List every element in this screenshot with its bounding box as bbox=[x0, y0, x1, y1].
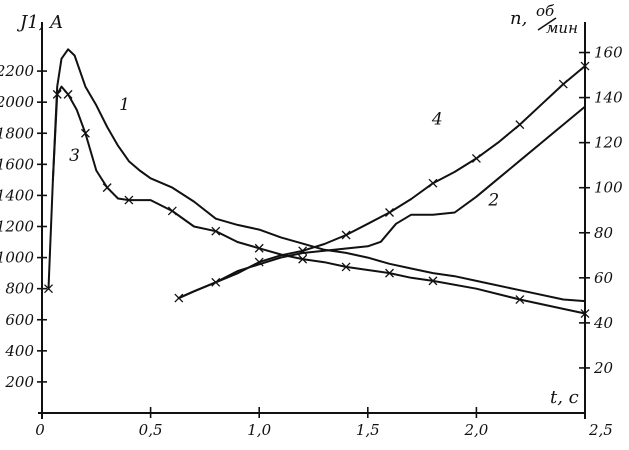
y-right-tick-label: 80 bbox=[594, 224, 614, 242]
series-2-line bbox=[177, 105, 586, 300]
series-3-marker bbox=[385, 268, 394, 278]
series-3-marker bbox=[515, 295, 525, 305]
y-left-tick-label: 1200 bbox=[0, 218, 34, 236]
series-4-line bbox=[177, 65, 586, 300]
y-right-tick-label: 120 bbox=[594, 134, 623, 152]
series-group bbox=[44, 48, 590, 318]
series-3-marker bbox=[428, 276, 438, 286]
x-tick-label: 0,5 bbox=[139, 421, 163, 439]
x-tick-label: 0 bbox=[35, 421, 45, 439]
series-4-marker bbox=[385, 208, 394, 217]
y-left-tick-label: 800 bbox=[5, 280, 34, 298]
series-3-marker bbox=[580, 309, 590, 318]
x-tick-label: 1,5 bbox=[356, 421, 380, 439]
y-left-tick-label: 1800 bbox=[0, 124, 34, 142]
series-3-marker bbox=[341, 262, 351, 272]
y-axis-right-unit-slash bbox=[537, 17, 557, 31]
x-tick-label: 2,5 bbox=[588, 421, 613, 439]
curve-label-2: 2 bbox=[487, 191, 499, 211]
x-tick-label: 1,0 bbox=[247, 421, 271, 439]
series-4-marker bbox=[341, 230, 351, 240]
curve-label-1: 1 bbox=[119, 95, 130, 115]
y-right-tick-label: 160 bbox=[594, 44, 623, 62]
y-left-tick-label: 1400 bbox=[0, 186, 34, 204]
series-4-marker bbox=[428, 178, 438, 188]
y-left-tick-label: 600 bbox=[5, 311, 34, 329]
series-3-marker bbox=[80, 128, 90, 138]
series-4-marker bbox=[580, 61, 590, 71]
y-right-tick-label: 100 bbox=[594, 179, 623, 197]
x-tick-label: 2,0 bbox=[463, 421, 488, 439]
y-right-tick-label: 40 bbox=[593, 314, 614, 332]
series-3-marker bbox=[52, 89, 62, 99]
y-axis-right-unit-denominator: мин bbox=[546, 19, 578, 37]
series-3-marker bbox=[63, 89, 73, 99]
series-3-marker bbox=[298, 254, 308, 264]
y-right-tick-label: 140 bbox=[594, 89, 623, 107]
series-3-marker bbox=[102, 183, 112, 193]
axes bbox=[38, 22, 586, 419]
series-3-marker bbox=[124, 195, 134, 205]
y-right-tick-label: 60 bbox=[594, 269, 614, 287]
ticks: 0 0,5 1,0 1,5 2,0 2,5 200 400 600 800 1000 1200 1400… bbox=[0, 44, 623, 439]
y-left-tick-label: 400 bbox=[4, 342, 34, 360]
y-axis-left-title: J1, A bbox=[16, 12, 63, 33]
curve-label-4: 4 bbox=[431, 110, 443, 130]
y-left-tick-label: 1600 bbox=[0, 155, 34, 173]
curve-label-3: 3 bbox=[69, 146, 80, 166]
y-left-tick-label: 2200 bbox=[0, 62, 34, 80]
series-3-marker bbox=[44, 284, 53, 294]
series-1-line bbox=[51, 48, 586, 303]
y-axis-right-title: n, bbox=[510, 8, 527, 29]
series-4-marker bbox=[558, 79, 568, 89]
series-3-marker bbox=[254, 243, 264, 253]
y-left-tick-label: 1000 bbox=[0, 249, 34, 267]
x-axis-title: t, c bbox=[550, 387, 579, 408]
y-axis-right-unit-numerator: об bbox=[536, 2, 555, 20]
series-3-marker bbox=[211, 226, 221, 236]
y-right-tick-label: 20 bbox=[593, 359, 614, 377]
series-4-marker bbox=[515, 120, 525, 130]
series-3-marker bbox=[167, 206, 177, 216]
y-left-tick-label: 200 bbox=[4, 373, 34, 391]
y-left-tick-label: 2000 bbox=[0, 93, 34, 111]
series-4-marker bbox=[471, 153, 481, 163]
